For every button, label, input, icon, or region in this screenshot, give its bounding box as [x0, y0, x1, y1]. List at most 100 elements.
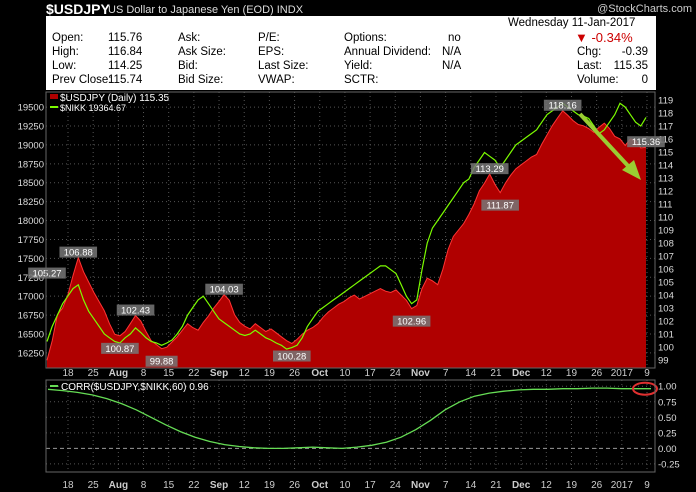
- annotation-box: [59, 246, 98, 258]
- price-annotation: 100.28: [277, 352, 306, 363]
- right-y-tick-label: 104: [658, 291, 674, 302]
- x-tick-label-bottom: 26: [289, 480, 301, 491]
- annotation-box: [481, 199, 519, 211]
- right-y-tick-label: 99: [658, 356, 669, 367]
- left-y-tick-label: 18500: [18, 178, 44, 189]
- x-tick-label-bottom: Aug: [109, 480, 128, 491]
- x-tick-label: Nov: [411, 368, 430, 379]
- open-value: 115.76: [108, 32, 143, 44]
- x-tick-label: 26: [591, 368, 603, 379]
- chg-value: -0.39: [621, 46, 648, 58]
- left-y-tick-label: 16750: [18, 311, 44, 322]
- x-tick-label: Aug: [109, 368, 128, 379]
- price-annotation: 102.96: [397, 317, 426, 328]
- x-tick-label-bottom: 25: [88, 480, 100, 491]
- x-tick-label: 7: [443, 368, 449, 379]
- x-tick-label-bottom: 19: [566, 480, 578, 491]
- left-y-tick-label: 19250: [18, 122, 44, 133]
- left-y-tick-label: 16500: [18, 329, 44, 340]
- x-tick-label: 14: [465, 368, 477, 379]
- right-y-tick-label: 109: [658, 226, 674, 237]
- high-label: High:: [52, 46, 79, 58]
- price-annotation: 104.03: [210, 285, 239, 296]
- right-y-tick-label: 116: [658, 134, 673, 145]
- open-label: Open:: [52, 32, 84, 44]
- x-tick-label: Sep: [210, 368, 228, 379]
- high-value: 116.84: [108, 46, 143, 58]
- x-tick-label: 12: [239, 368, 251, 379]
- x-tick-label-bottom: 24: [390, 480, 402, 491]
- x-tick-label-bottom: 8: [141, 480, 147, 491]
- pe-label: P/E:: [258, 32, 280, 44]
- x-tick-label: Oct: [311, 368, 328, 379]
- annotation-box: [627, 136, 665, 148]
- price-annotation: 113.29: [476, 164, 504, 175]
- annotation-box: [28, 267, 66, 279]
- x-tick-label-bottom: 12: [541, 480, 553, 491]
- x-tick-label-bottom: 10: [339, 480, 351, 491]
- legend-nikk: $NIKK 19364.67: [60, 103, 126, 113]
- volume-value: 0: [641, 74, 648, 86]
- yield-value: N/A: [442, 60, 462, 72]
- x-tick-label-bottom: 7: [443, 480, 449, 491]
- left-y-tick-label: 18000: [18, 216, 44, 227]
- corr-y-tick-label: 0.75: [658, 397, 677, 408]
- x-tick-label-bottom: Dec: [512, 480, 531, 491]
- corr-y-tick-label: 1.00: [658, 382, 677, 393]
- trend-arrow-head: [622, 160, 641, 180]
- x-tick-label: Dec: [512, 368, 531, 379]
- right-y-tick-label: 101: [658, 330, 674, 341]
- change-percent: ▼ -0.34%: [575, 30, 633, 45]
- right-y-tick-label: 117: [658, 121, 673, 132]
- bidsize-label: Bid Size:: [178, 74, 224, 86]
- symbol-label: $USDJPY: [46, 1, 110, 17]
- quote-panel: Open: 115.76 High: 116.84 Low: 114.25 Pr…: [46, 16, 656, 90]
- dividend-label: Annual Dividend:: [344, 46, 431, 58]
- low-label: Low:: [52, 60, 77, 72]
- corr-y-tick-label: -0.25: [658, 459, 680, 470]
- x-tick-label-bottom: 26: [591, 480, 603, 491]
- price-annotation: 111.87: [486, 201, 514, 212]
- annotation-box: [273, 350, 311, 362]
- left-y-tick-label: 19000: [18, 140, 44, 151]
- left-y-tick-label: 17750: [18, 235, 44, 246]
- x-tick-label-bottom: Nov: [411, 480, 430, 491]
- right-y-tick-label: 103: [658, 304, 674, 315]
- right-y-tick-label: 114: [658, 160, 673, 171]
- ask-label: Ask:: [178, 32, 201, 44]
- x-tick-label-bottom: 14: [465, 480, 477, 491]
- trend-arrow-line: [578, 112, 632, 170]
- usdjpy-line: [46, 109, 647, 361]
- annotation-box: [543, 99, 582, 111]
- x-tick-label: 19: [264, 368, 276, 379]
- annotation-box: [145, 355, 178, 367]
- x-tick-label: 19: [566, 368, 578, 379]
- legend-corr: CORR($USDJPY,$NIKK,60) 0.96: [61, 382, 209, 393]
- symbol-description: US Dollar to Japanese Yen (EOD) INDX: [108, 4, 304, 16]
- price-annotation: 99.88: [150, 357, 174, 368]
- chg-label: Chg:: [577, 46, 602, 58]
- right-y-tick-label: 115: [658, 147, 673, 158]
- sctr-label: SCTR:: [344, 74, 379, 86]
- date-line: Wednesday 11-Jan-2017: [508, 17, 636, 29]
- volume-label: Volume:: [577, 74, 619, 86]
- right-y-tick-label: 119: [658, 95, 673, 106]
- options-label: Options:: [344, 32, 387, 44]
- vwap-label: VWAP:: [258, 74, 295, 86]
- x-tick-label: 24: [390, 368, 402, 379]
- last-value: 115.35: [613, 60, 648, 72]
- x-tick-label-bottom: 17: [365, 480, 377, 491]
- price-annotation: 106.88: [64, 248, 93, 259]
- annotation-box: [101, 342, 139, 354]
- title-bar: $USDJPY US Dollar to Japanese Yen (EOD) …: [0, 0, 696, 20]
- x-tick-label: 9: [644, 368, 650, 379]
- left-y-tick-label: 18750: [18, 159, 44, 170]
- low-value: 114.25: [108, 60, 143, 72]
- bid-label: Bid:: [178, 60, 198, 72]
- nikk-line: [46, 102, 647, 350]
- price-annotation: 105.27: [32, 269, 61, 280]
- lastsize-label: Last Size:: [258, 60, 309, 72]
- right-y-tick-label: 118: [658, 108, 673, 119]
- corr-panel-frame: [45, 379, 656, 473]
- main-panel-frame: [45, 91, 656, 369]
